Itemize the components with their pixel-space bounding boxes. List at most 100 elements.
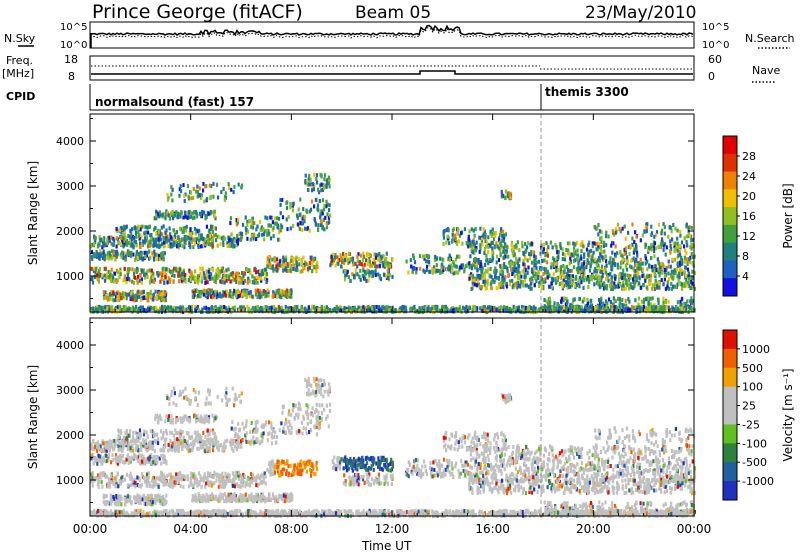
echo-cell: [286, 227, 289, 232]
echo-cell: [356, 264, 359, 269]
echo-cell: [93, 266, 96, 271]
echo-cell: [418, 254, 422, 259]
echo-cell: [650, 308, 653, 313]
echo-cell: [475, 263, 478, 268]
echo-cell: [533, 283, 536, 288]
echo-cell: [679, 303, 682, 308]
echo-cell: [218, 235, 221, 240]
echo-cell: [99, 238, 102, 243]
echo-cell: [690, 246, 693, 251]
echo-cell: [641, 273, 644, 278]
echo-cell: [227, 182, 230, 187]
echo-cell: [665, 268, 668, 273]
echo-cell: [367, 308, 370, 313]
echo-cell: [636, 273, 639, 278]
echo-cell: [143, 272, 146, 277]
echo-cell: [168, 280, 172, 284]
echo-cell: [214, 279, 217, 284]
echo-cell: [315, 173, 319, 178]
echo-cell: [210, 306, 213, 310]
echo-cell: [580, 304, 583, 309]
echo-cell: [165, 239, 169, 244]
echo-cell: [354, 261, 357, 266]
echo-cell: [224, 289, 227, 294]
echo-cell: [615, 284, 618, 289]
echo-cell: [112, 242, 115, 247]
echo-cell: [259, 288, 262, 293]
echo-cell: [191, 270, 194, 275]
echo-cell: [135, 234, 138, 239]
echo-cell: [665, 266, 668, 271]
echo-cell: [91, 280, 95, 285]
echo-cell: [532, 305, 535, 310]
echo-cell: [321, 309, 324, 314]
echo-cell: [357, 252, 360, 257]
echo-cell: [311, 182, 314, 187]
echo-cell: [534, 306, 537, 311]
echo-cell: [221, 280, 224, 285]
echo-cell: [499, 244, 503, 249]
echo-cell: [314, 222, 317, 227]
echo-cell: [303, 219, 306, 224]
echo-cell: [278, 294, 281, 299]
echo-cell: [495, 241, 498, 246]
echo-cell: [299, 269, 302, 274]
echo-cell: [146, 269, 149, 274]
echo-cell: [163, 292, 166, 297]
echo-cell: [619, 229, 622, 234]
echo-cell: [291, 306, 294, 311]
echo-cell: [231, 294, 234, 299]
echo-cell: [171, 308, 175, 313]
echo-cell: [509, 261, 512, 266]
echo-cell: [618, 296, 621, 301]
echo-cell: [638, 281, 641, 286]
echo-cell: [616, 262, 619, 267]
echo-cell: [176, 308, 179, 313]
echo-cell: [219, 242, 222, 247]
echo-cell: [214, 305, 217, 310]
echo-cell: [499, 232, 502, 237]
echo-cell: [228, 293, 231, 298]
echo-cell: [316, 207, 319, 212]
echo-cell: [145, 253, 148, 258]
echo-cell: [295, 260, 298, 265]
echo-cell: [624, 250, 627, 255]
echo-cell: [481, 305, 484, 310]
echo-cell: [591, 244, 594, 249]
echo-cell: [566, 274, 569, 278]
echo-cell: [282, 292, 285, 297]
echo-cell: [210, 294, 213, 299]
echo-cell: [522, 305, 525, 310]
echo-cell: [114, 298, 117, 303]
echo-cell: [347, 258, 350, 263]
echo-cell: [161, 242, 164, 247]
echo-cell: [620, 259, 623, 264]
echo-cell: [479, 245, 482, 250]
echo-cell: [211, 267, 214, 272]
echo-cell: [678, 252, 682, 257]
echo-cell: [247, 291, 250, 296]
echo-cell: [563, 265, 566, 270]
echo-cell: [472, 228, 475, 233]
echo-cell: [197, 234, 201, 239]
echo-cell: [236, 220, 240, 225]
echo-cell: [101, 245, 104, 250]
echo-cell: [460, 231, 463, 236]
echo-cell: [535, 260, 538, 265]
echo-cell: [178, 238, 181, 242]
echo-cell: [653, 282, 657, 287]
echo-cell: [616, 265, 619, 270]
echo-cell: [439, 270, 442, 275]
echo-cell: [483, 247, 487, 252]
echo-cell: [259, 307, 262, 312]
echo-cell: [546, 309, 549, 314]
echo-cell: [236, 288, 239, 293]
echo-cell: [168, 226, 171, 231]
echo-cell: [546, 275, 549, 280]
echo-cell: [633, 283, 636, 288]
echo-cell: [235, 220, 238, 225]
echo-cell: [142, 290, 145, 294]
echo-cell: [689, 255, 692, 260]
echo-cell: [122, 240, 125, 245]
echo-cell: [380, 308, 383, 313]
